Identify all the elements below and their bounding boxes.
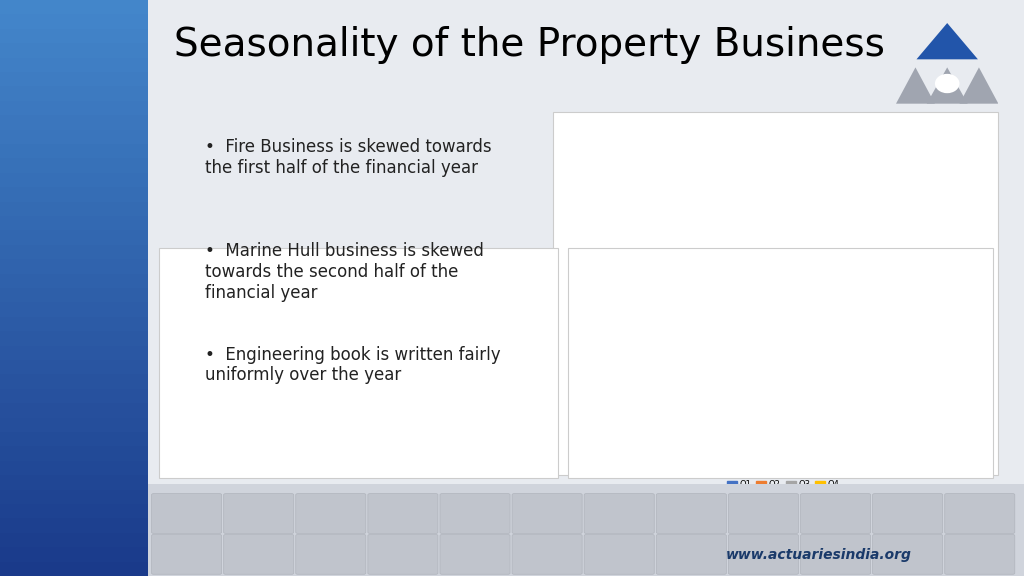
Bar — [281, 350, 309, 429]
Bar — [815, 301, 847, 420]
Title: Seasonality of Premium Written -  Engineering: Seasonality of Premium Written - Enginee… — [648, 251, 924, 262]
Bar — [634, 347, 664, 429]
Text: 34%: 34% — [920, 324, 941, 333]
Text: 23%: 23% — [456, 387, 477, 396]
Bar — [816, 354, 845, 429]
Title: Seasonality of Premium Written -  Marine Hull: Seasonality of Premium Written - Marine … — [647, 136, 920, 146]
Text: Institute of Actuaries of India: Institute of Actuaries of India — [911, 116, 983, 121]
Bar — [481, 360, 509, 429]
Text: 23%: 23% — [819, 387, 841, 396]
Polygon shape — [959, 67, 998, 104]
Text: Seasonality of the Property Business: Seasonality of the Property Business — [174, 26, 885, 64]
Text: 29%: 29% — [725, 338, 746, 347]
Text: 24%: 24% — [284, 385, 306, 394]
Bar — [453, 354, 480, 429]
Bar — [252, 367, 280, 429]
Legend: Q1, Q2, Q3, Q4: Q1, Q2, Q3, Q4 — [726, 455, 846, 471]
Text: 29%: 29% — [912, 377, 934, 386]
Bar — [223, 327, 251, 429]
Legend: Q1, Q2, Q3, Q4: Q1, Q2, Q3, Q4 — [306, 455, 426, 471]
Bar — [882, 274, 912, 420]
Text: 16%: 16% — [853, 373, 874, 382]
Text: 13%: 13% — [658, 381, 680, 390]
Text: 24%: 24% — [851, 385, 872, 394]
Polygon shape — [896, 67, 935, 104]
Text: 24%: 24% — [699, 385, 721, 394]
Bar — [847, 350, 876, 429]
Polygon shape — [927, 67, 968, 104]
Text: 32%: 32% — [692, 329, 714, 338]
Y-axis label: % of Premium Written: % of Premium Written — [555, 243, 564, 327]
Bar — [727, 340, 756, 429]
Bar — [621, 280, 652, 420]
Text: •  Engineering book is written fairly
uniformly over the year: • Engineering book is written fairly uni… — [205, 346, 501, 384]
Bar — [423, 363, 452, 429]
Text: 24%: 24% — [882, 385, 903, 394]
Text: 26%: 26% — [626, 346, 647, 355]
Bar — [908, 334, 938, 429]
Y-axis label: % of Premium Written: % of Premium Written — [570, 305, 580, 389]
Bar — [878, 350, 907, 429]
Text: 19%: 19% — [255, 393, 276, 403]
Bar — [665, 354, 694, 429]
Bar — [310, 344, 338, 429]
Text: www.actuariesindia.org: www.actuariesindia.org — [726, 548, 912, 562]
Legend: Q1, Q2, Q3, Q4: Q1, Q2, Q3, Q4 — [724, 476, 843, 492]
Text: 31%: 31% — [226, 374, 248, 382]
Bar — [394, 311, 422, 429]
Text: 22%: 22% — [820, 357, 842, 365]
Circle shape — [935, 74, 959, 93]
Text: •  Fire Business is skewed towards
the first half of the financial year: • Fire Business is skewed towards the fi… — [205, 138, 492, 177]
Text: 26%: 26% — [313, 382, 335, 391]
Text: 27%: 27% — [887, 343, 908, 352]
Bar — [914, 236, 946, 420]
Y-axis label: % of Premium Written: % of Premium Written — [161, 305, 170, 389]
Text: 25%: 25% — [638, 384, 659, 393]
Text: 36%: 36% — [397, 366, 419, 374]
Text: 27%: 27% — [730, 380, 753, 389]
Title: Seasonality of Premium Written - Fire: Seasonality of Premium Written - Fire — [255, 251, 477, 262]
Bar — [687, 247, 718, 420]
Bar — [654, 350, 685, 420]
Bar — [849, 334, 880, 420]
Text: •  Marine Hull business is skewed
towards the second half of the
financial year: • Marine Hull business is skewed towards… — [205, 242, 483, 301]
Polygon shape — [916, 23, 978, 59]
Text: 21%: 21% — [484, 390, 506, 399]
Text: 20%: 20% — [427, 392, 447, 401]
Text: 23%: 23% — [669, 387, 690, 396]
Bar — [720, 263, 752, 420]
Bar — [696, 350, 725, 429]
